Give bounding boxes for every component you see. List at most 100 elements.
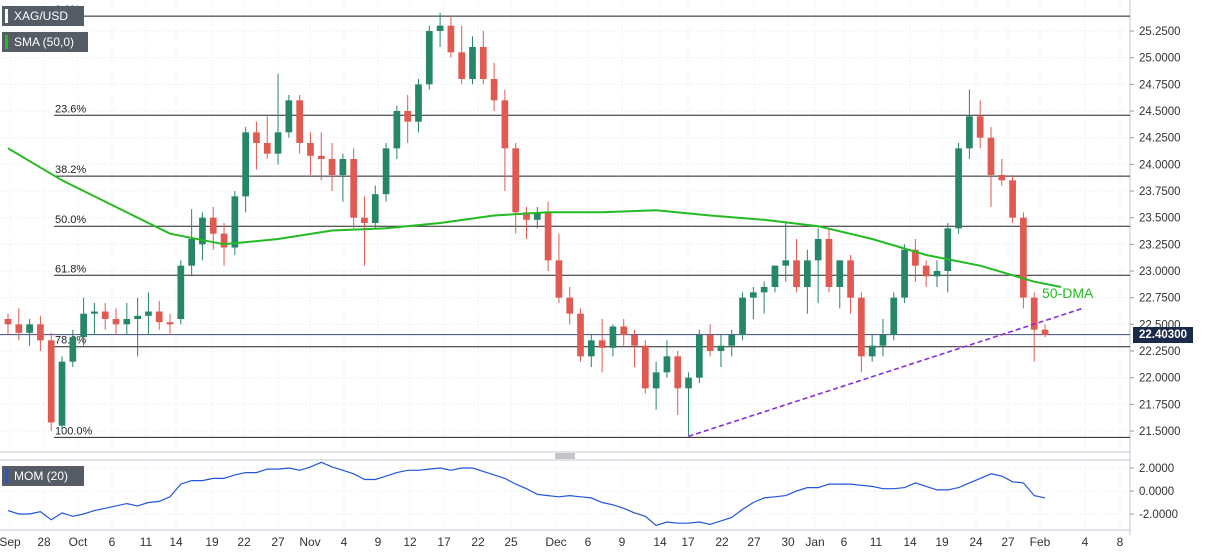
candle-body[interactable]: [944, 228, 952, 271]
candle-body[interactable]: [80, 313, 87, 338]
candle-body[interactable]: [263, 143, 271, 154]
candle-body[interactable]: [674, 356, 682, 389]
candle-body[interactable]: [274, 132, 282, 154]
candle-body[interactable]: [987, 137, 995, 175]
candle-body[interactable]: [188, 239, 195, 266]
candle-body[interactable]: [901, 249, 908, 298]
candle-body[interactable]: [825, 239, 833, 287]
candle-body[interactable]: [199, 217, 206, 245]
candle-body[interactable]: [609, 326, 617, 348]
candle-body[interactable]: [101, 311, 109, 319]
candle-body[interactable]: [425, 31, 433, 85]
candle-body[interactable]: [328, 159, 336, 175]
candle-body[interactable]: [847, 260, 854, 298]
candle-body[interactable]: [728, 335, 736, 346]
candle-body[interactable]: [955, 148, 962, 229]
candle-body[interactable]: [912, 249, 919, 266]
candle-body[interactable]: [566, 297, 574, 314]
candle-body[interactable]: [890, 297, 898, 335]
candle-body[interactable]: [814, 239, 822, 261]
candle-body[interactable]: [231, 196, 239, 248]
candle-body[interactable]: [47, 340, 55, 423]
candle-body[interactable]: [641, 345, 649, 389]
candle-body[interactable]: [868, 345, 876, 357]
candle-body[interactable]: [1041, 329, 1049, 335]
candle-body[interactable]: [415, 84, 422, 122]
candle-body[interactable]: [112, 319, 120, 325]
candle-body[interactable]: [436, 25, 444, 31]
candle-body[interactable]: [631, 335, 638, 346]
candle-body[interactable]: [782, 260, 790, 266]
candle-body[interactable]: [739, 297, 746, 335]
candle-body[interactable]: [717, 345, 725, 351]
candle-body[interactable]: [998, 175, 1006, 181]
candle-body[interactable]: [933, 271, 941, 277]
candle-body[interactable]: [858, 297, 865, 357]
candle-body[interactable]: [4, 319, 12, 325]
candle-body[interactable]: [1009, 180, 1016, 218]
candle-body[interactable]: [242, 132, 249, 197]
candle-body[interactable]: [685, 377, 692, 389]
candle-body[interactable]: [760, 287, 768, 293]
candle-body[interactable]: [512, 148, 520, 213]
candle-body[interactable]: [1020, 217, 1027, 298]
candle-body[interactable]: [695, 335, 703, 378]
candle-body[interactable]: [145, 311, 152, 316]
candle-body[interactable]: [285, 100, 293, 133]
candle-body[interactable]: [879, 335, 887, 346]
candle-body[interactable]: [501, 100, 509, 149]
candle-body[interactable]: [533, 212, 541, 220]
candle-body[interactable]: [58, 361, 66, 426]
candle-body[interactable]: [1030, 297, 1038, 330]
candle-body[interactable]: [771, 265, 779, 287]
candle-body[interactable]: [490, 79, 498, 101]
candle-body[interactable]: [220, 233, 228, 248]
candle-body[interactable]: [544, 212, 552, 261]
candle-body[interactable]: [134, 315, 141, 319]
candle-body[interactable]: [523, 212, 530, 220]
candle-body[interactable]: [966, 116, 973, 149]
candle-body[interactable]: [479, 47, 487, 79]
candle-body[interactable]: [793, 260, 800, 287]
candle-body[interactable]: [166, 322, 174, 325]
candle-body[interactable]: [620, 326, 628, 335]
candle-body[interactable]: [804, 260, 811, 287]
sma-indicator-label[interactable]: SMA (50,0): [2, 32, 88, 52]
candle-body[interactable]: [404, 111, 412, 122]
candle-body[interactable]: [350, 159, 358, 218]
candle-body[interactable]: [361, 217, 368, 223]
instrument-label[interactable]: XAG/USD: [2, 6, 84, 26]
candle-body[interactable]: [177, 265, 185, 319]
candle-body[interactable]: [836, 260, 844, 287]
candle-body[interactable]: [209, 217, 217, 234]
candle-body[interactable]: [155, 311, 163, 323]
candle-body[interactable]: [749, 292, 757, 298]
candle-body[interactable]: [91, 311, 98, 314]
candle-body[interactable]: [253, 132, 260, 143]
momentum-line[interactable]: [7, 461, 1046, 527]
candle-body[interactable]: [706, 335, 714, 351]
candle-body[interactable]: [598, 340, 606, 348]
candle-body[interactable]: [15, 324, 23, 333]
candle-body[interactable]: [652, 372, 660, 389]
support-trendline[interactable]: [688, 307, 1084, 438]
candle-body[interactable]: [123, 319, 131, 325]
candle-body[interactable]: [469, 47, 476, 79]
candle-body[interactable]: [663, 356, 671, 373]
candle-body[interactable]: [371, 194, 379, 223]
candle-body[interactable]: [458, 52, 466, 79]
candle-body[interactable]: [382, 148, 390, 195]
candle-body[interactable]: [339, 159, 347, 175]
candle-body[interactable]: [317, 155, 325, 159]
candle-body[interactable]: [976, 116, 984, 138]
candle-body[interactable]: [577, 313, 584, 357]
sma-50-line[interactable]: [7, 147, 1062, 288]
momentum-indicator-label[interactable]: MOM (20): [2, 466, 84, 486]
candle-body[interactable]: [447, 25, 455, 53]
candle-body[interactable]: [296, 100, 304, 143]
candle-body[interactable]: [393, 111, 401, 149]
candle-body[interactable]: [26, 324, 33, 333]
candle-body[interactable]: [37, 324, 44, 341]
candle-body[interactable]: [555, 260, 563, 298]
